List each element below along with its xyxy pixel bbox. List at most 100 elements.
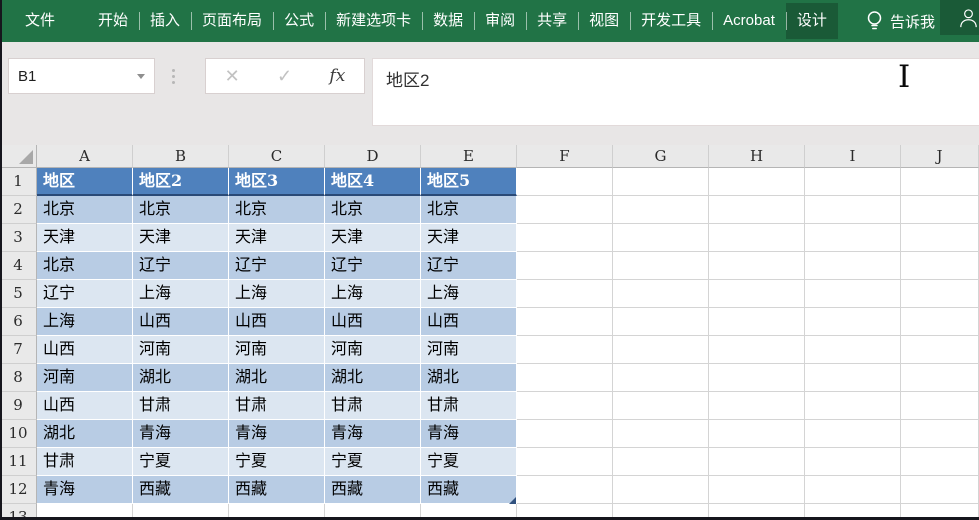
cell-C12[interactable]: 西藏 <box>229 476 325 504</box>
cell-H10[interactable] <box>709 420 805 448</box>
cell-D3[interactable]: 天津 <box>325 224 421 252</box>
row-header-9[interactable]: 9 <box>0 392 37 420</box>
name-box-dropdown-icon[interactable] <box>137 73 145 79</box>
cell-F3[interactable] <box>517 224 613 252</box>
tab-share[interactable]: 共享 <box>526 3 578 39</box>
select-all-button[interactable] <box>0 145 37 168</box>
cell-J10[interactable] <box>901 420 979 448</box>
cell-G12[interactable] <box>613 476 709 504</box>
cell-F4[interactable] <box>517 252 613 280</box>
row-header-5[interactable]: 5 <box>0 280 37 308</box>
cell-G11[interactable] <box>613 448 709 476</box>
cell-J2[interactable] <box>901 196 979 224</box>
cell-B11[interactable]: 宁夏 <box>133 448 229 476</box>
cell-B7[interactable]: 河南 <box>133 336 229 364</box>
cell-A13[interactable] <box>37 504 133 517</box>
cell-H4[interactable] <box>709 252 805 280</box>
cell-I6[interactable] <box>805 308 901 336</box>
cell-D2[interactable]: 北京 <box>325 196 421 224</box>
cell-C7[interactable]: 河南 <box>229 336 325 364</box>
cell-A11[interactable]: 甘肃 <box>37 448 133 476</box>
cell-C8[interactable]: 湖北 <box>229 364 325 392</box>
cell-G6[interactable] <box>613 308 709 336</box>
row-header-7[interactable]: 7 <box>0 336 37 364</box>
cell-D9[interactable]: 甘肃 <box>325 392 421 420</box>
name-box[interactable]: B1 <box>8 58 155 94</box>
row-header-12[interactable]: 12 <box>0 476 37 504</box>
column-header-E[interactable]: E <box>421 145 517 168</box>
cell-B5[interactable]: 上海 <box>133 280 229 308</box>
cell-D10[interactable]: 青海 <box>325 420 421 448</box>
cell-C2[interactable]: 北京 <box>229 196 325 224</box>
row-header-11[interactable]: 11 <box>0 448 37 476</box>
cancel-icon[interactable]: ✕ <box>224 66 240 86</box>
cell-A1[interactable]: 地区 <box>37 168 133 196</box>
cell-I7[interactable] <box>805 336 901 364</box>
cell-J5[interactable] <box>901 280 979 308</box>
cell-J6[interactable] <box>901 308 979 336</box>
cell-I9[interactable] <box>805 392 901 420</box>
cell-I12[interactable] <box>805 476 901 504</box>
cell-F5[interactable] <box>517 280 613 308</box>
cell-H9[interactable] <box>709 392 805 420</box>
cell-C4[interactable]: 辽宁 <box>229 252 325 280</box>
tab-developer[interactable]: 开发工具 <box>630 3 712 39</box>
cell-B10[interactable]: 青海 <box>133 420 229 448</box>
cell-I5[interactable] <box>805 280 901 308</box>
cell-I8[interactable] <box>805 364 901 392</box>
cell-A5[interactable]: 辽宁 <box>37 280 133 308</box>
row-header-3[interactable]: 3 <box>0 224 37 252</box>
column-header-A[interactable]: A <box>37 145 133 168</box>
formula-bar-drag-handle[interactable] <box>172 69 175 72</box>
cell-I1[interactable] <box>805 168 901 196</box>
cell-J4[interactable] <box>901 252 979 280</box>
column-header-J[interactable]: J <box>901 145 979 168</box>
row-header-6[interactable]: 6 <box>0 308 37 336</box>
cell-A4[interactable]: 北京 <box>37 252 133 280</box>
cell-G9[interactable] <box>613 392 709 420</box>
cell-F11[interactable] <box>517 448 613 476</box>
cell-F2[interactable] <box>517 196 613 224</box>
cell-G5[interactable] <box>613 280 709 308</box>
cell-A10[interactable]: 湖北 <box>37 420 133 448</box>
row-header-4[interactable]: 4 <box>0 252 37 280</box>
cell-G13[interactable] <box>613 504 709 517</box>
cell-E6[interactable]: 山西 <box>421 308 517 336</box>
cell-E7[interactable]: 河南 <box>421 336 517 364</box>
cell-H6[interactable] <box>709 308 805 336</box>
cell-D6[interactable]: 山西 <box>325 308 421 336</box>
cell-F10[interactable] <box>517 420 613 448</box>
cell-H2[interactable] <box>709 196 805 224</box>
cell-A3[interactable]: 天津 <box>37 224 133 252</box>
cell-G2[interactable] <box>613 196 709 224</box>
cell-E10[interactable]: 青海 <box>421 420 517 448</box>
cell-I3[interactable] <box>805 224 901 252</box>
column-header-I[interactable]: I <box>805 145 901 168</box>
tab-formulas[interactable]: 公式 <box>273 3 325 39</box>
cell-D13[interactable] <box>325 504 421 517</box>
cell-A7[interactable]: 山西 <box>37 336 133 364</box>
cell-G8[interactable] <box>613 364 709 392</box>
cell-I13[interactable] <box>805 504 901 517</box>
cell-J9[interactable] <box>901 392 979 420</box>
cell-C13[interactable] <box>229 504 325 517</box>
column-header-D[interactable]: D <box>325 145 421 168</box>
cell-J13[interactable] <box>901 504 979 517</box>
cell-B2[interactable]: 北京 <box>133 196 229 224</box>
cell-E12[interactable]: 西藏 <box>421 476 517 504</box>
cell-E2[interactable]: 北京 <box>421 196 517 224</box>
tab-insert[interactable]: 插入 <box>139 3 191 39</box>
cell-C5[interactable]: 上海 <box>229 280 325 308</box>
cell-C11[interactable]: 宁夏 <box>229 448 325 476</box>
cell-F6[interactable] <box>517 308 613 336</box>
cell-J8[interactable] <box>901 364 979 392</box>
cell-I4[interactable] <box>805 252 901 280</box>
cell-I2[interactable] <box>805 196 901 224</box>
row-header-10[interactable]: 10 <box>0 420 37 448</box>
cell-B13[interactable] <box>133 504 229 517</box>
tab-file[interactable]: 文件 <box>25 12 56 29</box>
cell-E1[interactable]: 地区5 <box>421 168 517 196</box>
row-header-13[interactable]: 13 <box>0 504 37 517</box>
row-header-8[interactable]: 8 <box>0 364 37 392</box>
column-header-B[interactable]: B <box>133 145 229 168</box>
